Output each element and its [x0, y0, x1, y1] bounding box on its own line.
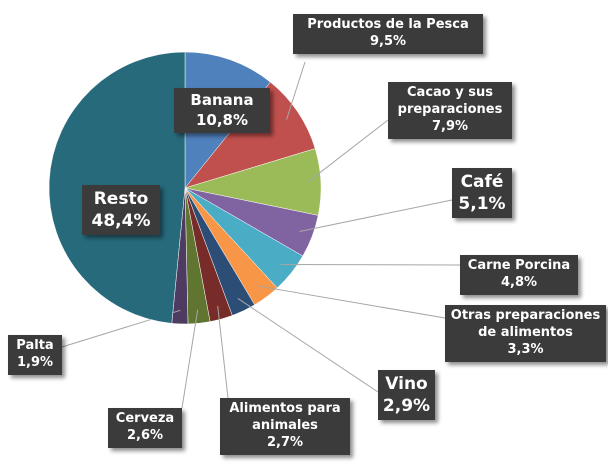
- leader-line: [306, 119, 389, 183]
- data-label: Carne Porcina 4,8%: [460, 255, 578, 295]
- label-name: Alimentos para animales: [229, 401, 341, 433]
- data-label: Banana 10,8%: [174, 88, 270, 133]
- label-value: 1,9%: [16, 354, 54, 370]
- leader-line: [258, 285, 446, 319]
- label-value: 4,8%: [500, 274, 538, 290]
- label-value: 2,6%: [126, 427, 164, 443]
- data-label: Palta 1,9%: [8, 335, 62, 375]
- data-label: Alimentos para animales 2,7%: [220, 398, 350, 455]
- label-name: Cerveza: [115, 411, 175, 426]
- label-name: Productos de la Pesca: [307, 17, 469, 32]
- label-value: 5,1%: [458, 194, 506, 215]
- leader-line: [286, 61, 306, 120]
- label-name: Carne Porcina: [467, 258, 571, 273]
- label-value: 48,4%: [91, 211, 151, 232]
- data-label: Cerveza 2,6%: [108, 408, 182, 448]
- label-value: 10,8%: [195, 110, 249, 129]
- label-name: Café: [460, 172, 504, 192]
- leader-line: [237, 297, 379, 393]
- label-name: Palta: [16, 338, 54, 353]
- pie-slice: [184, 81, 316, 189]
- data-label: Vino 2,9%: [378, 370, 435, 421]
- leader-line: [280, 263, 461, 266]
- label-name: Resto: [93, 189, 149, 209]
- label-name: Cacao y sus preparaciones: [397, 85, 503, 117]
- label-name: Otras preparaciones de alimentos: [450, 308, 601, 340]
- data-label: Productos de la Pesca 9,5%: [293, 14, 483, 54]
- data-label: Café 5,1%: [452, 168, 512, 219]
- leader-line: [181, 309, 199, 409]
- label-name: Banana: [190, 91, 254, 109]
- leader-line: [299, 199, 453, 232]
- label-value: 3,3%: [507, 341, 544, 357]
- data-label: Resto 48,4%: [82, 185, 160, 236]
- label-name: Vino: [385, 374, 428, 394]
- label-value: 2,9%: [382, 396, 431, 417]
- label-value: 2,7%: [266, 434, 304, 450]
- data-label: Cacao y sus preparaciones 7,9%: [388, 82, 512, 139]
- label-value: 9,5%: [369, 33, 407, 49]
- label-value: 7,9%: [431, 118, 469, 134]
- leader-line: [217, 305, 229, 399]
- data-label: Otras preparaciones de alimentos 3,3%: [445, 305, 606, 362]
